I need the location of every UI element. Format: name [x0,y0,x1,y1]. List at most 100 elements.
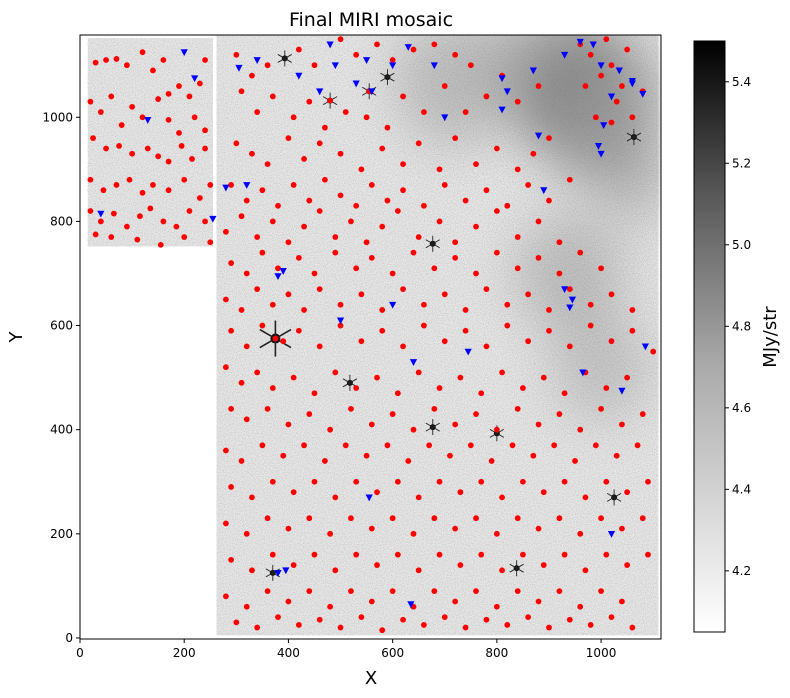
red-circle-marker [540,374,547,381]
red-circle-marker [295,46,302,53]
blue-triangle-marker [641,343,649,351]
red-circle-marker [514,515,521,522]
red-circle-marker [483,187,490,194]
colorbar-tick-label: 4.4 [732,482,751,496]
red-circle-marker [196,195,203,201]
red-circle-marker [624,562,631,568]
red-circle-marker [457,374,464,381]
red-circle-marker [587,301,594,308]
blue-triangle-marker [279,267,287,275]
red-circle-marker [272,335,279,342]
diffraction-spike [432,239,440,245]
blue-triangle-marker [295,72,303,80]
red-circle-marker [92,231,99,238]
red-circle-marker [178,143,185,149]
red-circle-marker [483,93,490,100]
red-circle-marker [566,176,573,183]
red-circle-marker [322,124,328,131]
diffraction-spike [387,76,395,82]
diffraction-spike [432,243,440,249]
blue-triangle-marker [566,304,574,312]
red-circle-marker [467,442,474,449]
red-circle-marker [389,588,396,594]
red-circle-marker [358,614,365,621]
red-circle-marker [410,249,417,256]
red-circle-marker [421,622,427,628]
red-circle-marker [322,176,328,183]
red-circle-marker [499,567,505,574]
red-circle-marker [306,98,313,105]
blue-triangle-marker [534,132,543,140]
red-circle-marker [238,213,245,220]
red-circle-marker [452,525,459,532]
red-circle-marker [165,116,172,123]
red-circle-marker [535,254,542,261]
red-circle-marker [566,616,573,623]
red-circle-marker [123,223,130,230]
red-circle-marker [478,390,485,397]
red-circle-marker [238,307,245,313]
blue-triangle-marker [222,184,230,192]
red-circle-marker [629,307,636,313]
red-circle-marker [582,567,589,574]
red-circle-marker [254,109,261,115]
red-circle-marker [504,202,511,209]
red-circle-marker [603,551,610,558]
red-circle-marker [535,83,542,89]
red-circle-marker [327,530,334,537]
x-tick-label: 600 [381,646,404,660]
diffraction-spike [259,337,276,349]
red-circle-marker [139,189,146,196]
red-circle-marker [598,515,604,522]
diffraction-spike [626,136,635,142]
red-circle-marker [259,249,266,256]
red-circle-marker [389,411,396,417]
red-circle-marker [139,114,146,121]
red-circle-marker [181,176,188,183]
red-circle-marker [332,567,339,574]
diffraction-spike [265,572,274,578]
red-circle-marker [431,41,438,48]
red-circle-marker [92,59,99,66]
red-circle-marker [598,72,604,79]
red-circle-marker [116,143,122,149]
diffraction-spike [272,572,280,578]
red-circle-marker [100,187,107,194]
red-circle-marker [233,51,240,58]
blue-triangle-marker [97,210,105,218]
red-circle-marker [311,62,318,69]
diffraction-spike [509,563,517,569]
red-circle-marker [129,103,136,110]
red-circle-marker [613,452,620,459]
red-circle-marker [546,197,552,204]
diffraction-spike [349,378,358,384]
red-circle-marker [264,62,271,69]
red-circle-marker [520,551,526,558]
red-circle-marker [608,338,615,345]
red-circle-marker [348,218,354,225]
blue-triangle-marker [561,51,569,59]
red-circle-marker [285,598,292,605]
red-circle-marker [629,114,636,121]
red-circle-marker [421,202,427,209]
red-circle-marker [645,551,651,558]
red-circle-marker [514,166,521,173]
red-circle-marker [441,614,448,621]
red-circle-marker [134,236,141,243]
red-circle-marker [431,265,438,272]
red-circle-marker [374,41,380,48]
red-circle-marker [103,145,109,152]
blue-triangle-marker [404,44,412,51]
red-circle-marker [280,338,287,345]
red-circle-marker [243,416,250,423]
blue-triangle-marker [464,348,472,356]
blue-triangle-marker [331,62,339,70]
red-circle-marker [566,286,573,292]
red-circle-marker [337,624,344,631]
red-circle-marker [186,208,193,214]
blue-triangle-marker [607,530,616,538]
red-circle-marker [223,520,229,527]
diffraction-spike [277,54,286,59]
diffraction-spike [265,568,274,574]
red-circle-marker [269,218,276,225]
